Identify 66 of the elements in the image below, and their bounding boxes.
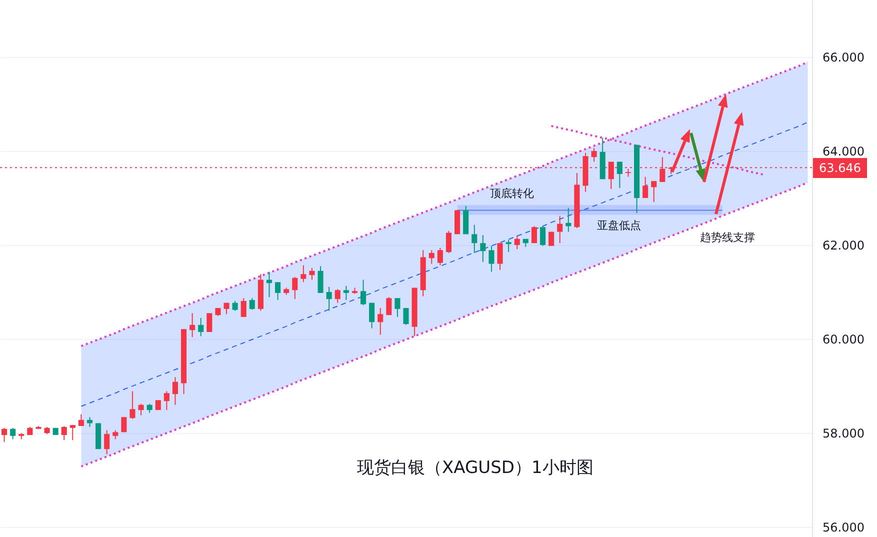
candlestick xyxy=(318,266,324,294)
line-series xyxy=(80,122,808,407)
candlestick xyxy=(463,205,469,235)
y-tick-label: 56.000 xyxy=(822,520,864,535)
candlestick xyxy=(292,276,298,300)
candlestick xyxy=(428,250,434,264)
candlestick xyxy=(138,403,144,416)
candlestick xyxy=(386,296,392,316)
candlestick xyxy=(300,264,306,283)
y-tick-label: 64.000 xyxy=(822,144,864,158)
candlestick xyxy=(10,427,16,440)
candlestick xyxy=(540,226,546,246)
candlestick xyxy=(104,430,110,455)
candlestick xyxy=(130,390,136,420)
y-tick-label: 66.000 xyxy=(822,50,864,64)
candlestick xyxy=(266,271,272,298)
candlestick xyxy=(343,285,349,301)
line-series xyxy=(550,125,766,176)
candlestick xyxy=(309,268,315,280)
candlestick xyxy=(206,312,212,332)
candlestick xyxy=(403,308,409,326)
candlestick xyxy=(437,247,443,266)
candlestick xyxy=(334,288,340,304)
candlestick xyxy=(394,298,400,318)
candlestick xyxy=(326,286,332,312)
candlestick xyxy=(472,224,478,254)
candlestick xyxy=(70,424,76,441)
candlestick xyxy=(506,239,512,253)
candlestick xyxy=(275,282,281,301)
y-tick-label: 62.000 xyxy=(822,238,864,252)
candlestick xyxy=(616,161,622,189)
candlestick xyxy=(240,298,246,318)
candlestick xyxy=(121,416,127,433)
candlestick xyxy=(497,242,503,270)
candlestick xyxy=(232,300,238,312)
candlestick xyxy=(164,390,170,411)
annotation: 亚盘低点 xyxy=(597,218,641,233)
candlestick xyxy=(1,427,8,443)
candlestick xyxy=(642,176,648,198)
candlestick xyxy=(249,298,255,310)
candlestick xyxy=(514,234,520,250)
candlestick xyxy=(86,416,93,428)
candlestick xyxy=(454,210,460,235)
y-tick-label: 60.000 xyxy=(822,332,864,347)
annotation: 趋势线支撑 xyxy=(700,230,755,245)
candlestick xyxy=(378,308,384,336)
candlestick xyxy=(651,180,657,203)
candlestick xyxy=(566,207,572,232)
candlestick xyxy=(190,312,196,338)
candlestick xyxy=(557,215,563,244)
candlestick xyxy=(480,234,486,262)
candlestick xyxy=(360,279,366,306)
candlestick xyxy=(591,148,597,162)
candlestick xyxy=(531,226,537,244)
candlestick xyxy=(446,230,452,254)
y-tick-label: 58.000 xyxy=(822,426,864,441)
candlestick xyxy=(198,317,204,337)
candlestick xyxy=(488,245,494,272)
ref-line-label: 63.646 xyxy=(813,158,867,178)
candlestick xyxy=(548,231,554,246)
candlestick xyxy=(172,376,178,406)
candlestick xyxy=(61,426,67,441)
line-series xyxy=(80,61,809,348)
annotation: 顶底转化 xyxy=(490,186,534,201)
candlestick xyxy=(369,302,375,329)
text: 现货白银（XAGUSD）1小时图 xyxy=(357,457,594,479)
